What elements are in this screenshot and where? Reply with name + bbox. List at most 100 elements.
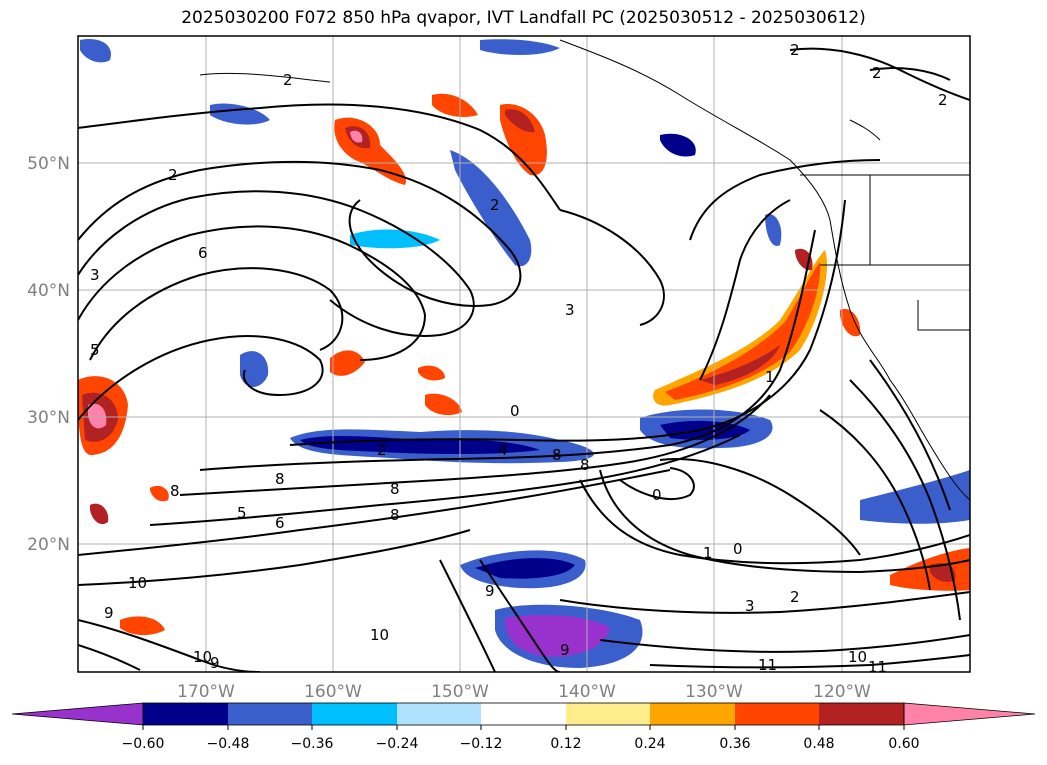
- contour-label: 0: [733, 540, 743, 558]
- map-title: 2025030200 F072 850 hPa qvapor, IVT Land…: [181, 8, 866, 28]
- colorbar-segment: [312, 703, 397, 725]
- contour-label: 10: [848, 648, 867, 666]
- contour-label: 1: [765, 368, 775, 386]
- colorbar-tick-label: −0.24: [376, 736, 419, 752]
- colorbar-segment: [650, 703, 735, 725]
- lat-tick-label: 50°N: [27, 154, 70, 174]
- contour-label: 2: [790, 588, 800, 606]
- colorbar-segment: [819, 703, 904, 725]
- contour-label: 9: [104, 604, 114, 622]
- contour-label: 6: [275, 514, 285, 532]
- lon-tick-label: 170°W: [177, 682, 235, 702]
- contour-label: 11: [868, 658, 887, 676]
- colorbar-segment: [228, 703, 312, 725]
- contour-label: 8: [170, 482, 180, 500]
- colorbar: −0.60 −0.48 −0.36 −0.24 −0.12 0.12 0.24 …: [11, 702, 1036, 752]
- positive-anomaly-region: [425, 393, 462, 416]
- colorbar-tick-label: 0.24: [634, 736, 665, 752]
- lat-tick-label: 20°N: [27, 535, 70, 555]
- positive-anomaly-region: [90, 503, 109, 525]
- contour-label: 9: [210, 654, 220, 672]
- ivt-contours: [78, 47, 970, 672]
- contour-label: 2: [872, 64, 882, 82]
- contour-label: 8: [390, 480, 400, 498]
- lat-tick-label: 30°N: [27, 408, 70, 428]
- colorbar-segment: [143, 703, 228, 725]
- contour-label: 1: [703, 544, 713, 562]
- contour-label: 0: [510, 402, 520, 420]
- positive-anomaly-region: [700, 345, 780, 385]
- negative-anomaly-region: [350, 229, 440, 249]
- lon-tick-label: 120°W: [813, 682, 871, 702]
- negative-anomaly-region: [450, 150, 532, 267]
- contour-label: 10: [128, 574, 147, 592]
- colorbar-segment: [566, 703, 650, 725]
- lon-tick-label: 130°W: [685, 682, 743, 702]
- negative-anomaly-region: [765, 214, 782, 246]
- negative-anomaly-region: [80, 39, 111, 63]
- lon-tick-label: 140°W: [558, 682, 616, 702]
- positive-anomaly-region: [505, 109, 535, 133]
- contour-label: 2: [283, 71, 293, 89]
- colorbar-frame: [142, 702, 905, 726]
- colorbar-tick-label: −0.48: [207, 736, 250, 752]
- colorbar-tick-label: 0.36: [719, 736, 750, 752]
- contour-label: 3: [565, 301, 575, 319]
- negative-anomaly-region: [210, 103, 270, 125]
- lat-tick-label: 40°N: [27, 281, 70, 301]
- positive-anomaly-region: [330, 350, 365, 376]
- negative-anomaly-region: [660, 420, 750, 440]
- colorbar-tick-label: −0.12: [460, 736, 503, 752]
- contour-label: 2: [790, 41, 800, 59]
- colorbar-extend-high: [903, 702, 1036, 726]
- coastlines: [199, 39, 970, 501]
- positive-anomaly-region: [930, 563, 956, 583]
- positive-anomaly-shading: [78, 93, 970, 636]
- positive-anomaly-region: [150, 485, 169, 502]
- colorbar-tick-label: −0.60: [122, 736, 165, 752]
- contour-label: 10: [370, 626, 389, 644]
- contour-label: 2: [377, 441, 387, 459]
- contour-label: 5: [237, 504, 247, 522]
- positive-anomaly-region: [840, 308, 861, 337]
- lat-tick-labels: 50°N 40°N 30°N 20°N: [27, 154, 70, 555]
- map-frame: [77, 35, 971, 673]
- contour-label: 8: [390, 506, 400, 524]
- negative-anomaly-region: [475, 558, 575, 579]
- contour-label: 5: [90, 341, 100, 359]
- contour-label: 9: [560, 641, 570, 659]
- contour-label: 2: [168, 166, 178, 184]
- colorbar-ticks: [142, 725, 905, 730]
- positive-anomaly-region: [432, 93, 478, 117]
- positive-anomaly-region: [350, 130, 363, 143]
- contour-label: 2: [938, 91, 948, 109]
- negative-anomaly-region: [240, 351, 269, 388]
- negative-anomaly-region: [860, 470, 970, 524]
- contour-label: 4: [498, 441, 508, 459]
- contour-label: 2: [490, 196, 500, 214]
- contour-label: 9: [485, 582, 495, 600]
- positive-anomaly-region: [418, 365, 445, 381]
- contour-label: 8: [275, 470, 285, 488]
- colorbar-extend-low: [11, 702, 144, 726]
- colorbar-tick-label: 0.48: [803, 736, 834, 752]
- negative-anomaly-region: [505, 615, 610, 657]
- colorbar-segment: [481, 703, 566, 725]
- lon-tick-label: 160°W: [304, 682, 362, 702]
- colorbar-segment: [397, 703, 481, 725]
- contour-label: 0: [652, 486, 662, 504]
- contour-label: 10: [193, 648, 212, 666]
- contour-label: 8: [552, 446, 562, 464]
- lon-tick-labels: 170°W 160°W 150°W 140°W 130°W 120°W: [177, 682, 871, 702]
- contour-label: 8: [580, 456, 590, 474]
- contour-label: 3: [745, 597, 755, 615]
- colorbar-tick-label: 0.60: [888, 736, 919, 752]
- colorbar-tick-label: −0.36: [291, 736, 334, 752]
- contour-label: 11: [758, 656, 777, 674]
- negative-anomaly-region: [480, 39, 560, 55]
- colorbar-tick-label: 0.12: [550, 736, 581, 752]
- contour-label: 6: [198, 244, 208, 262]
- positive-anomaly-region: [88, 403, 107, 429]
- positive-anomaly-region: [120, 616, 165, 636]
